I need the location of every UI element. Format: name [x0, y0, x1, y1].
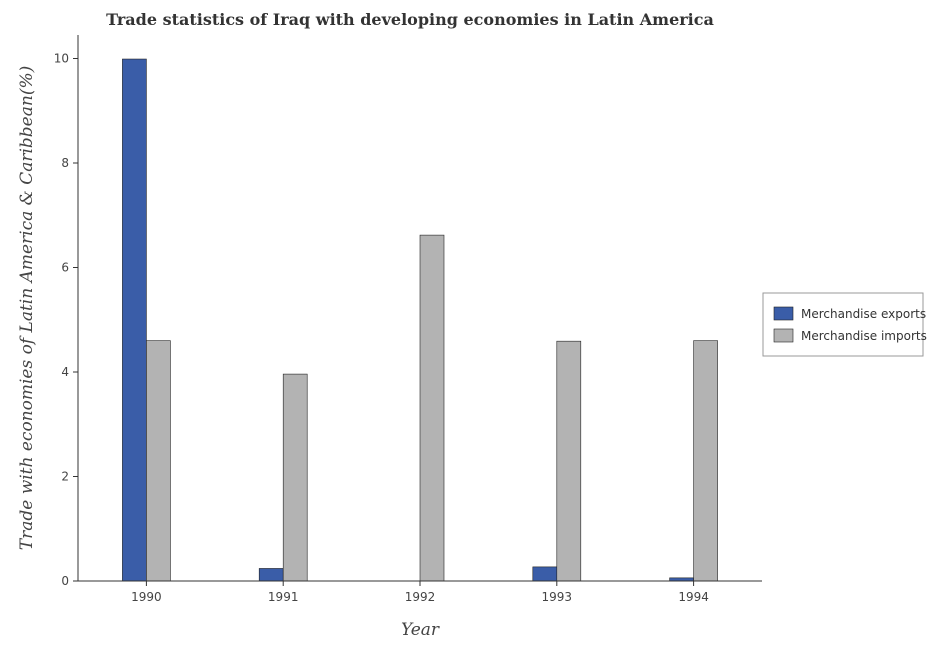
exports-bar-1991 — [258, 568, 284, 582]
legend: Merchandise exports Merchandise imports — [762, 292, 927, 357]
legend-label-1: Merchandise imports — [801, 329, 927, 343]
imports-bar-1992 — [419, 234, 445, 582]
imports-bar-1990 — [146, 340, 171, 582]
x-axis: 1990 1991 1992 1993 1994 — [78, 580, 762, 604]
y-tick-label-6: 6 — [61, 261, 69, 275]
imports-bar-1991 — [282, 373, 308, 582]
x-tick-label-1991: 1991 — [268, 590, 299, 604]
imports-bar-1993 — [556, 340, 582, 582]
y-axis-title: Trade with economies of Latin America & … — [17, 66, 37, 551]
y-tick-label-2: 2 — [61, 470, 69, 484]
exports-bar-1993 — [532, 566, 558, 582]
legend-label-0: Merchandise exports — [801, 307, 926, 321]
exports-bar-1990 — [122, 58, 147, 582]
y-tick-label-4: 4 — [61, 365, 69, 379]
x-tick-label-1993: 1993 — [542, 590, 573, 604]
chart-title: Trade statistics of Iraq with developing… — [106, 10, 714, 29]
x-axis-title: Year — [401, 620, 440, 640]
legend-swatch-1 — [773, 328, 794, 343]
y-axis: 0 2 4 6 8 10 — [54, 35, 79, 588]
y-tick-label-8: 8 — [61, 156, 69, 170]
legend-swatch-0 — [773, 306, 794, 321]
x-tick-label-1990: 1990 — [131, 590, 162, 604]
x-tick-label-1994: 1994 — [678, 590, 709, 604]
bars-layer — [122, 58, 718, 582]
x-tick-label-1992: 1992 — [405, 590, 436, 604]
y-tick-label-10: 10 — [54, 52, 69, 66]
imports-bar-1994 — [693, 340, 718, 582]
y-tick-label-0: 0 — [61, 574, 69, 588]
legend-box — [762, 292, 924, 357]
